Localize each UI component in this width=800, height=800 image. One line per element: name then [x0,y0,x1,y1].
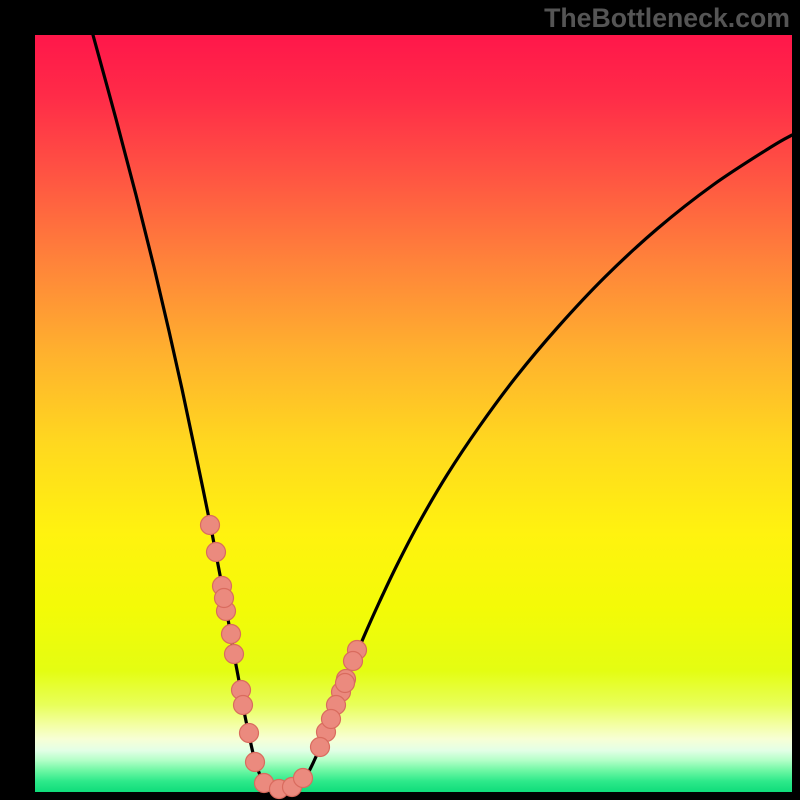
v-curve-left [93,35,279,790]
data-dot [234,696,253,715]
plot-area [35,35,792,792]
data-dot [336,674,355,693]
watermark-text: TheBottleneck.com [544,3,790,34]
data-dot [294,769,313,788]
v-curve-right [279,135,792,790]
data-dot [344,652,363,671]
data-dot [225,645,244,664]
data-dots [201,516,367,799]
data-dot [246,753,265,772]
outer-frame: TheBottleneck.com [0,0,800,800]
curve-overlay [35,35,792,792]
data-dot [311,738,330,757]
data-dot [322,710,341,729]
data-dot [222,625,241,644]
data-dot [240,724,259,743]
data-dot [215,589,234,608]
data-dot [201,516,220,535]
data-dot [207,543,226,562]
